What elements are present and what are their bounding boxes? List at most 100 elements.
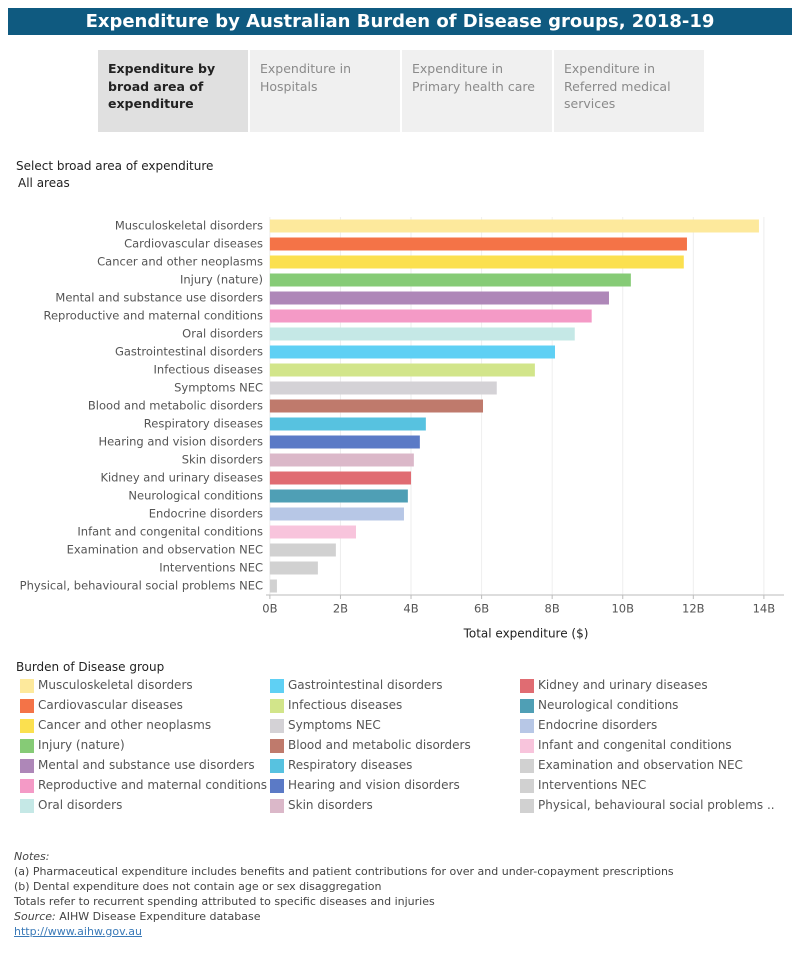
- y-tick-label: Cancer and other neoplasms: [97, 255, 263, 269]
- source: Source: AIHW Disease Expenditure databas…: [14, 909, 674, 924]
- y-tick-label: Skin disorders: [182, 453, 263, 467]
- bar: [269, 435, 420, 449]
- legend-swatch: [520, 739, 534, 753]
- legend-swatch: [20, 799, 34, 813]
- bar: [269, 237, 687, 251]
- legend-swatch: [20, 759, 34, 773]
- y-tick-label: Endocrine disorders: [149, 507, 263, 521]
- legend-swatch: [270, 779, 284, 793]
- y-tick-label: Mental and substance use disorders: [55, 291, 263, 305]
- legend-swatch: [270, 799, 284, 813]
- x-tick-label: 4B: [403, 602, 418, 616]
- tab[interactable]: Expenditure by broad area of expenditure: [98, 50, 248, 132]
- filter-value[interactable]: All areas: [18, 176, 70, 190]
- legend-swatch: [20, 739, 34, 753]
- legend-label: Interventions NEC: [538, 778, 647, 792]
- note-line: (b) Dental expenditure does not contain …: [14, 880, 382, 893]
- legend-label: Hearing and vision disorders: [288, 778, 460, 792]
- bar: [269, 381, 497, 395]
- x-tick-label: 6B: [474, 602, 489, 616]
- legend-swatch: [20, 779, 34, 793]
- legend-swatch: [270, 739, 284, 753]
- legend-label: Kidney and urinary diseases: [538, 678, 708, 692]
- y-tick-label: Physical, behavioural social problems NE…: [20, 579, 263, 593]
- y-tick-label: Infant and congenital conditions: [77, 525, 263, 539]
- legend-swatch: [270, 699, 284, 713]
- legend-swatch: [520, 799, 534, 813]
- legend-label: Reproductive and maternal conditions: [38, 778, 268, 792]
- tab[interactable]: Expenditure in Hospitals: [250, 50, 400, 132]
- legend-swatch: [520, 719, 534, 733]
- y-tick-label: Infectious diseases: [154, 363, 263, 377]
- legend-swatch: [20, 719, 34, 733]
- y-tick-label: Oral disorders: [182, 327, 263, 341]
- bar: [269, 345, 555, 359]
- source-text: AIHW Disease Expenditure database: [59, 910, 261, 923]
- y-tick-label: Kidney and urinary diseases: [100, 471, 263, 485]
- bar: [269, 219, 759, 233]
- y-tick-label: Injury (nature): [180, 273, 263, 287]
- bar: [269, 579, 277, 593]
- bar: [269, 525, 356, 539]
- legend-swatch: [270, 759, 284, 773]
- legend-swatch: [270, 719, 284, 733]
- bar: [269, 327, 575, 341]
- bar: [269, 489, 408, 503]
- notes-heading: Notes:: [14, 850, 50, 863]
- legend-label: Mental and substance use disorders: [38, 758, 255, 772]
- legend-label: Examination and observation NEC: [538, 758, 743, 772]
- x-tick-label: 0B: [262, 602, 277, 616]
- note-line: Totals refer to recurrent spending attri…: [14, 895, 435, 908]
- filter-label: Select broad area of expenditure: [16, 159, 214, 173]
- legend-title: Burden of Disease group: [16, 660, 165, 674]
- legend-label: Musculoskeletal disorders: [38, 678, 193, 692]
- bar: [269, 417, 426, 431]
- y-tick-label: Examination and observation NEC: [67, 543, 263, 557]
- bar: [269, 273, 631, 287]
- bar: [269, 291, 609, 305]
- legend-label: Skin disorders: [288, 798, 373, 812]
- bar: [269, 255, 684, 269]
- tab[interactable]: Expenditure in Referred medical services: [554, 50, 704, 132]
- bar: [269, 507, 404, 521]
- bar: [269, 543, 336, 557]
- legend-swatch: [520, 699, 534, 713]
- x-tick-label: 8B: [545, 602, 560, 616]
- legend-label: Endocrine disorders: [538, 718, 658, 732]
- legend-label: Blood and metabolic disorders: [288, 738, 471, 752]
- legend-swatch: [520, 679, 534, 693]
- legend-swatch: [270, 679, 284, 693]
- legend-label: Respiratory diseases: [288, 758, 413, 772]
- legend-label: Infectious diseases: [288, 698, 403, 712]
- link[interactable]: http://www.aihw.gov.au: [14, 925, 143, 938]
- bar: [269, 309, 592, 323]
- legend-label: Infant and congenital conditions: [538, 738, 732, 752]
- legend-swatch: [20, 699, 34, 713]
- bar: [269, 471, 412, 485]
- y-tick-label: Musculoskeletal disorders: [115, 219, 263, 233]
- x-axis-title: Total expenditure ($): [463, 627, 589, 641]
- y-tick-label: Reproductive and maternal conditions: [43, 309, 263, 323]
- notes: Notes: (a) Pharmaceutical expenditure in…: [14, 849, 674, 939]
- legend-swatch: [20, 679, 34, 693]
- y-tick-label: Neurological conditions: [128, 489, 263, 503]
- legend-label: Injury (nature): [38, 738, 125, 752]
- legend-swatch: [520, 759, 534, 773]
- chart: 0B 2B 4B 6B 8B 10B 12B 14B Total expenditure ($)…: [20, 217, 784, 641]
- bar: [269, 453, 414, 467]
- legend-label: Neurological conditions: [538, 698, 679, 712]
- y-tick-label: Symptoms NEC: [174, 381, 263, 395]
- y-tick-label: Interventions NEC: [159, 561, 263, 575]
- header-title: Expenditure by Australian Burden of Dise…: [8, 8, 792, 35]
- x-tick-label: 2B: [333, 602, 348, 616]
- y-tick-label: Hearing and vision disorders: [98, 435, 263, 449]
- legend-swatch: [520, 779, 534, 793]
- legend-label: Oral disorders: [38, 798, 123, 812]
- source-label: Source:: [14, 910, 56, 923]
- legend-label: Cardiovascular diseases: [38, 698, 183, 712]
- legend-label: Physical, behavioural social problems ..: [538, 798, 775, 812]
- x-tick-label: 12B: [682, 602, 705, 616]
- legend-label: Gastrointestinal disorders: [288, 678, 443, 692]
- tab[interactable]: Expenditure in Primary health care: [402, 50, 552, 132]
